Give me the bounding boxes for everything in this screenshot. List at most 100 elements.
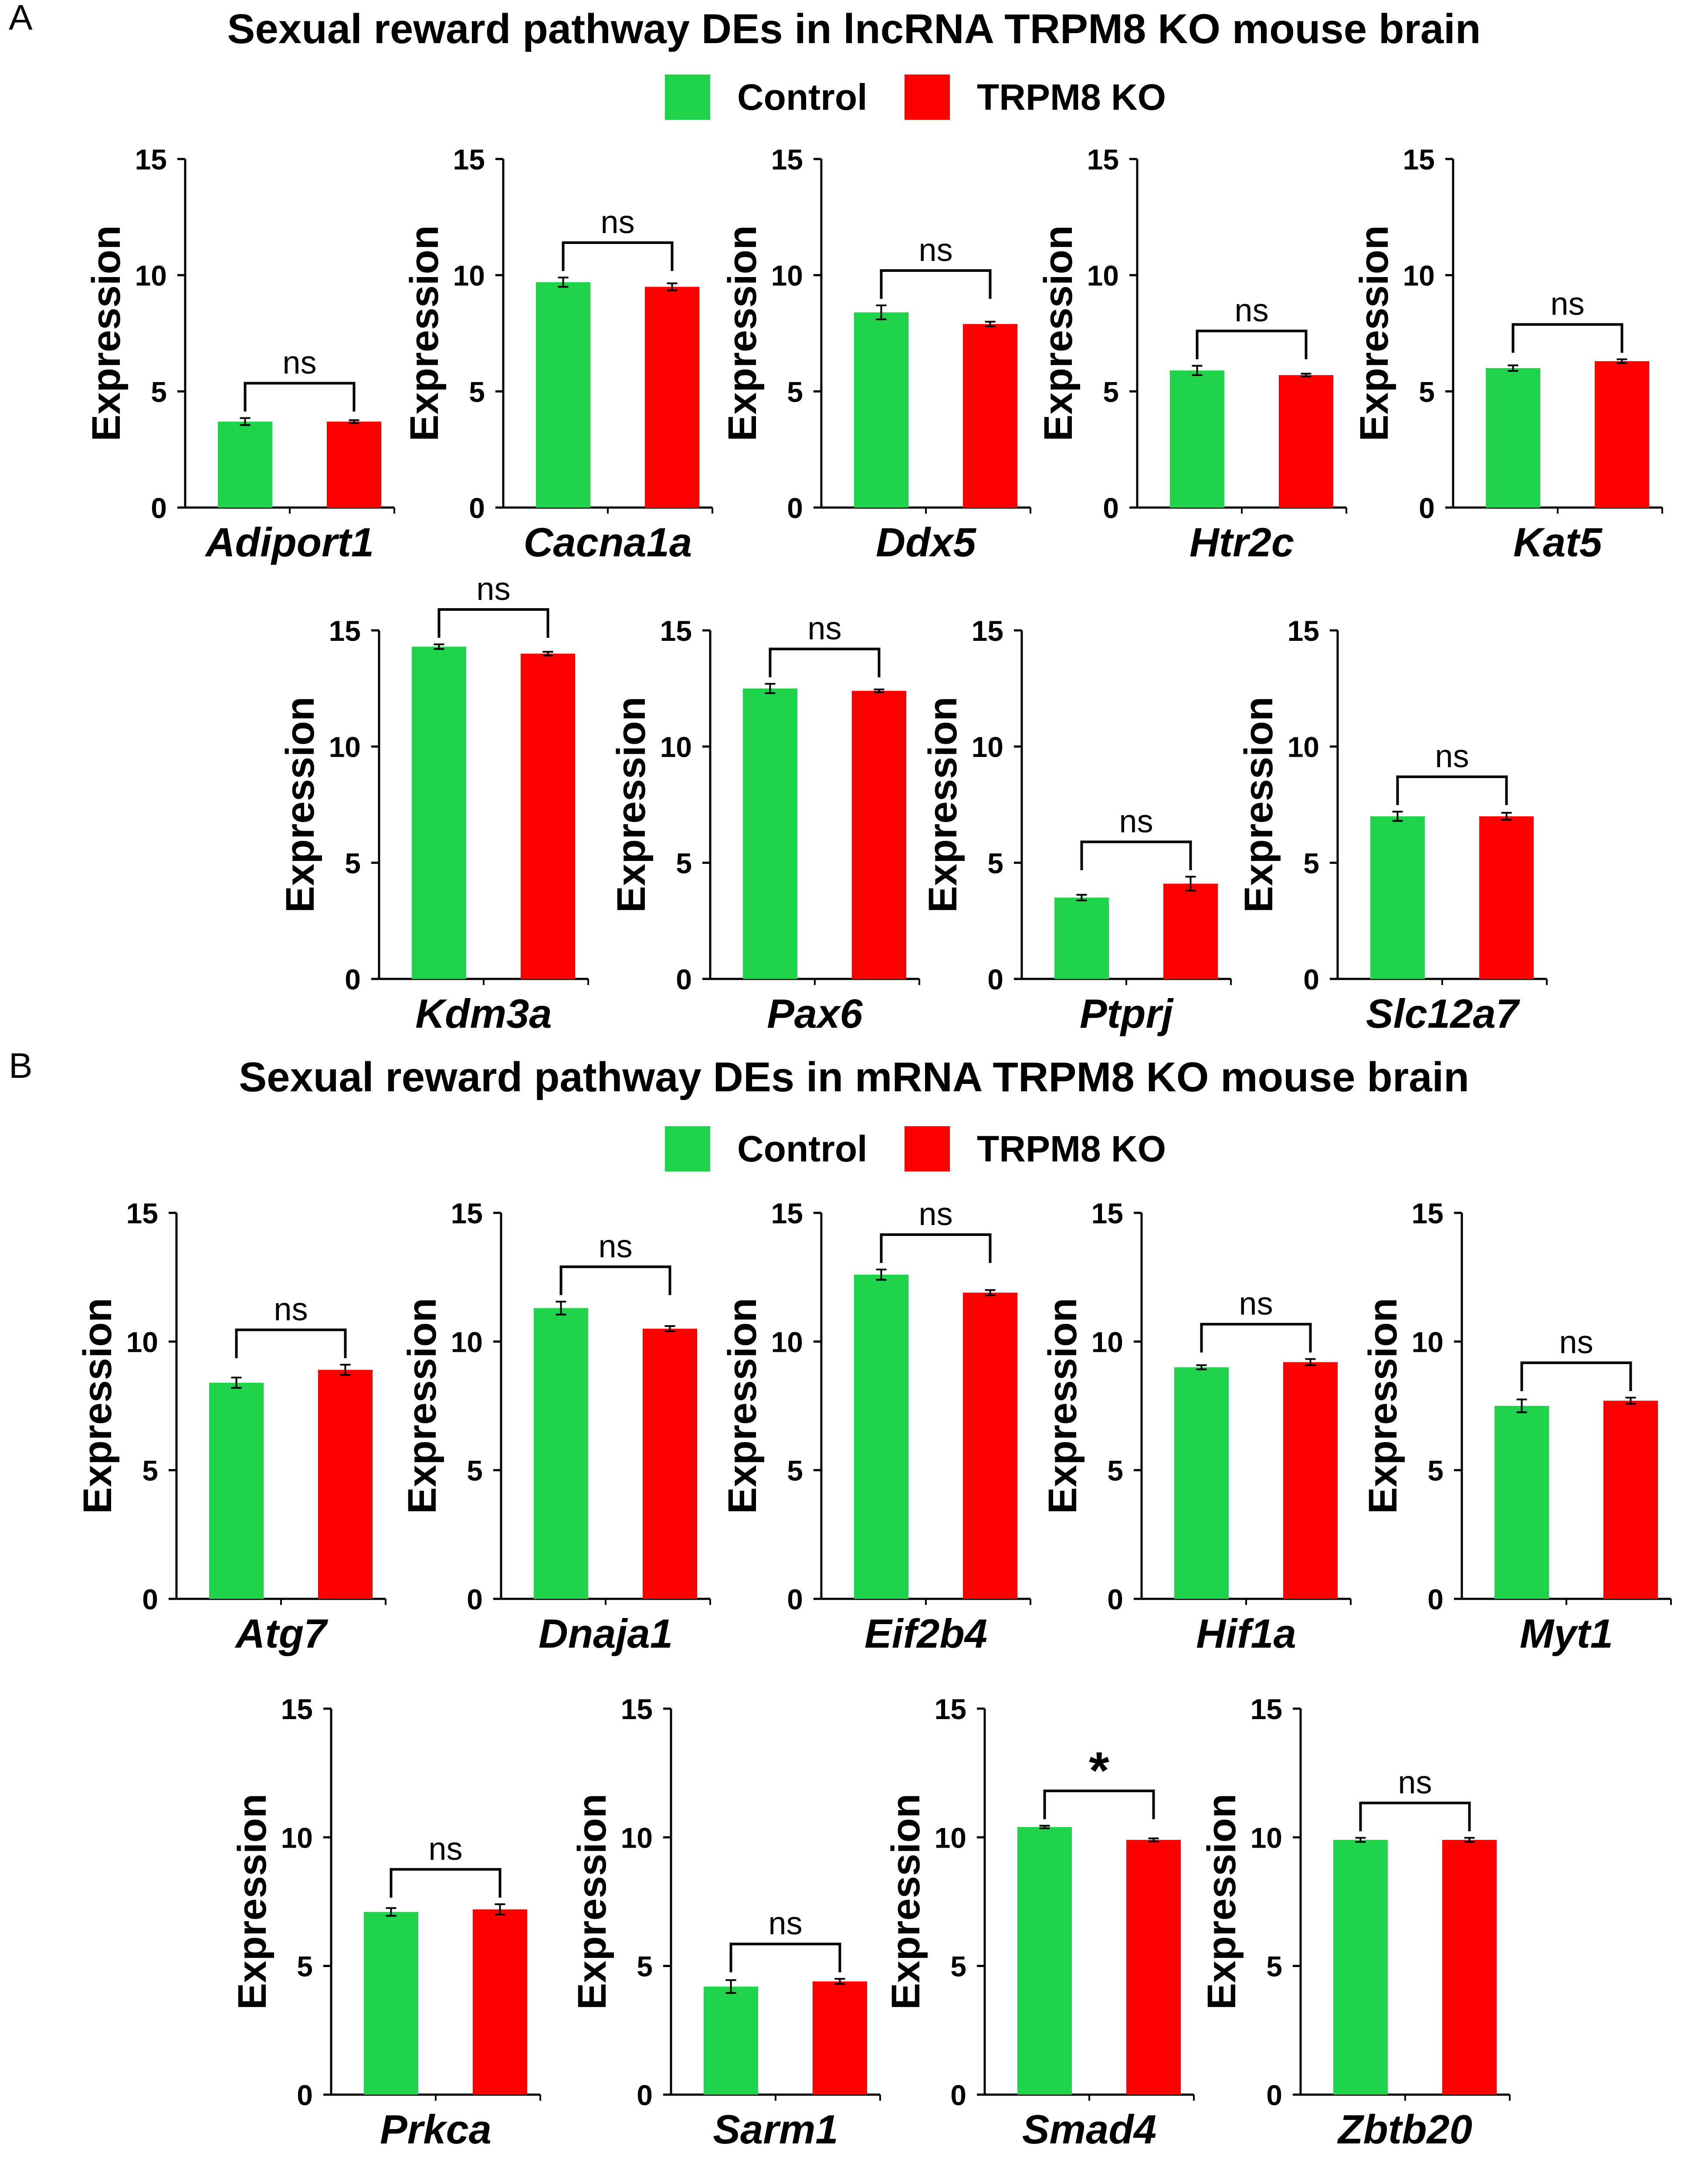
legend-label-control: Control [737, 76, 868, 118]
significance-bracket [559, 1265, 671, 1295]
y-axis-label: Expression [720, 1298, 765, 1514]
y-axis-label: Expression [75, 1298, 120, 1514]
y-tick-label: 0 [1107, 1583, 1123, 1615]
bar-trpm8-ko [1442, 1840, 1497, 2095]
y-tick-label: 0 [467, 1583, 483, 1615]
significance-bracket [1396, 775, 1508, 805]
y-axis-label: Expression [400, 1298, 444, 1514]
bar-trpm8-ko [645, 287, 699, 508]
y-tick-label: 15 [1403, 143, 1435, 176]
chart-ddx5: 0 5 10 15 Expression ns Ddx5 [720, 143, 1031, 565]
gene-label: Eif2b4 [864, 1611, 987, 1656]
bar-control [1174, 1367, 1229, 1599]
y-tick-label: 5 [676, 847, 692, 879]
significance-label: ns [428, 1831, 462, 1867]
bar-trpm8-ko [473, 1909, 527, 2095]
significance-label: ns [1559, 1324, 1593, 1360]
significance-label: ns [274, 1291, 308, 1327]
y-tick-label: 10 [281, 1821, 313, 1854]
bar-control [1333, 1840, 1388, 2095]
significance-bracket [1080, 840, 1192, 870]
y-tick-label: 5 [151, 376, 167, 408]
significance-bracket [437, 608, 549, 638]
gene-label: Myt1 [1520, 1611, 1613, 1656]
y-tick-label: 10 [771, 260, 803, 292]
y-tick-label: 10 [1087, 260, 1119, 292]
legend-swatch-control [665, 1126, 710, 1171]
chart-kat5: 0 5 10 15 Expression ns Kat5 [1352, 143, 1663, 565]
panel-b-title: Sexual reward pathway DEs in mRNA TRPM8 … [239, 1054, 1469, 1100]
gene-label: Zbtb20 [1337, 2106, 1472, 2152]
y-tick-label: 15 [771, 1197, 803, 1229]
y-tick-label: 10 [135, 260, 167, 292]
bar-control [364, 1912, 418, 2095]
legend-swatch-control [665, 74, 710, 120]
y-tick-label: 10 [1091, 1326, 1123, 1358]
gene-label: Prkca [380, 2106, 491, 2152]
significance-label: ns [1119, 803, 1153, 839]
significance-bracket [880, 269, 992, 299]
y-tick-label: 10 [1250, 1821, 1282, 1854]
bar-trpm8-ko [1595, 361, 1649, 508]
significance-bracket [1520, 1361, 1632, 1391]
chart-myt1: 0 5 10 15 Expression ns Myt1 [1361, 1197, 1672, 1656]
significance-label: ns [768, 1905, 802, 1941]
significance-bracket [562, 241, 674, 271]
significance-label: ns [600, 204, 634, 240]
y-tick-label: 15 [1091, 1197, 1123, 1229]
y-axis-label: Expression [884, 1794, 928, 2010]
y-tick-label: 0 [345, 963, 361, 995]
bar-control [536, 282, 590, 508]
y-tick-label: 10 [660, 731, 692, 763]
bar-trpm8-ko [1163, 884, 1218, 979]
bar-trpm8-ko [643, 1328, 697, 1599]
bar-control [1494, 1406, 1549, 1599]
gene-label: Cacna1a [524, 519, 692, 565]
y-tick-label: 5 [469, 376, 485, 408]
gene-label: Adiport1 [205, 519, 374, 565]
y-tick-label: 10 [935, 1821, 966, 1854]
y-axis-label: Expression [720, 225, 765, 441]
significance-bracket [1511, 323, 1623, 353]
bar-control [1170, 370, 1224, 508]
y-tick-label: 0 [1103, 492, 1119, 524]
significance-bracket [1359, 1801, 1471, 1831]
bar-control [854, 1274, 908, 1599]
significance-label: ns [807, 610, 841, 647]
y-axis-label: Expression [278, 697, 322, 913]
bar-control [743, 688, 797, 979]
y-axis-label: Expression [1361, 1298, 1405, 1514]
gene-label: Dnaja1 [539, 1611, 673, 1656]
significance-bracket [390, 1868, 502, 1898]
y-axis-label: Expression [230, 1794, 274, 2010]
bar-trpm8-ko [852, 691, 906, 979]
y-tick-label: 5 [1103, 376, 1119, 408]
panel-a-title: Sexual reward pathway DEs in lncRNA TRPM… [227, 6, 1481, 52]
significance-label: ns [918, 232, 952, 268]
y-tick-label: 5 [297, 1950, 313, 1983]
gene-label: Kdm3a [415, 991, 552, 1036]
y-tick-label: 5 [1427, 1455, 1444, 1487]
bar-trpm8-ko [963, 324, 1017, 508]
significance-bracket [244, 382, 356, 412]
y-axis-label: Expression [921, 697, 965, 913]
gene-label: Atg7 [235, 1611, 329, 1656]
y-tick-label: 15 [281, 1693, 313, 1725]
panel-b-legend: Control TRPM8 KO [0, 1125, 1708, 1173]
y-tick-label: 5 [987, 847, 1003, 879]
y-tick-label: 5 [787, 376, 803, 408]
y-tick-label: 0 [637, 2079, 653, 2111]
significance-label: ns [476, 571, 510, 607]
legend-swatch-trpm8-ko [905, 1126, 950, 1171]
chart-pax6: 0 5 10 15 Expression ns Pax6 [609, 610, 920, 1036]
y-axis-label: Expression [1352, 225, 1396, 441]
y-tick-label: 15 [1250, 1693, 1282, 1725]
significance-bracket [769, 647, 881, 677]
legend-item-control: Control [665, 73, 868, 121]
y-tick-label: 15 [1087, 143, 1119, 176]
bar-control [854, 312, 908, 508]
gene-label: Smad4 [1022, 2106, 1156, 2152]
chart-atg7: 0 5 10 15 Expression ns Atg7 [75, 1197, 386, 1656]
bar-trpm8-ko [1126, 1840, 1181, 2095]
y-tick-label: 10 [1412, 1326, 1444, 1358]
